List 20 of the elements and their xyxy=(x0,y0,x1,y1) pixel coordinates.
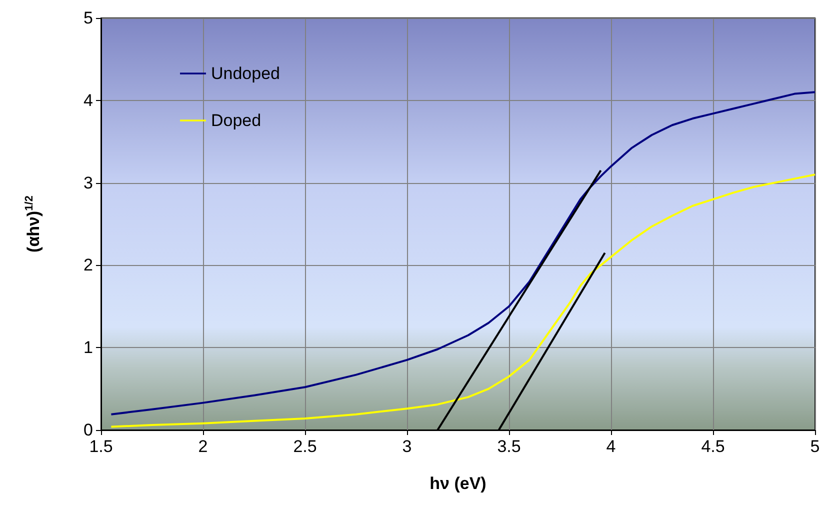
x-tick-label: 4 xyxy=(606,437,616,456)
x-tick-label: 3 xyxy=(402,437,412,456)
y-tick-label: 1 xyxy=(84,338,93,358)
y-tick-label: 3 xyxy=(84,173,93,192)
line-series xyxy=(110,174,816,428)
x-tick-label: 5 xyxy=(810,437,820,456)
y-tick-label: 2 xyxy=(84,256,93,275)
x-tick-label: 1.5 xyxy=(89,437,113,456)
x-axis-title: hν (eV) xyxy=(430,474,486,493)
x-tick-label: 3.5 xyxy=(497,437,521,456)
x-tick-label: 2.5 xyxy=(293,437,317,456)
x-tick-label: 2 xyxy=(198,437,208,456)
y-tick-label: 5 xyxy=(84,8,93,28)
line-series xyxy=(110,91,816,416)
y-axis-title: (αhν)1/2 xyxy=(24,196,43,252)
legend-label: Doped xyxy=(211,111,262,130)
y-tick-label: 4 xyxy=(84,90,93,110)
y-tick-label: 0 xyxy=(84,420,93,440)
x-tick-label: 4.5 xyxy=(701,437,725,456)
legend-label: Undoped xyxy=(211,64,280,83)
